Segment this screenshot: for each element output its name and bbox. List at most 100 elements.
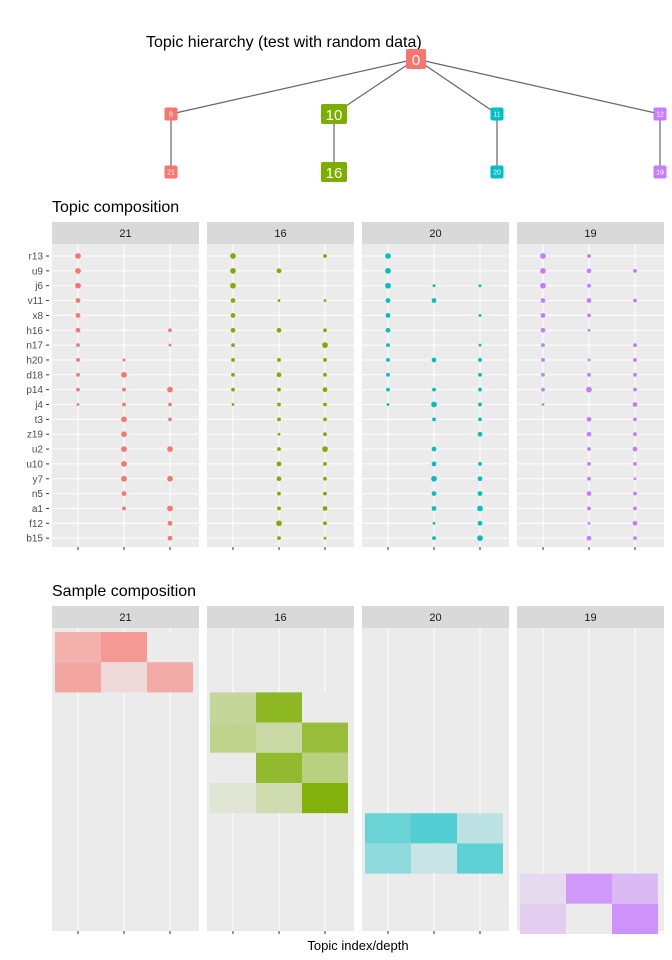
- word-tick-label: j6: [34, 281, 43, 292]
- composition-point: [432, 521, 436, 525]
- composition-point: [230, 313, 236, 318]
- panel-strip: [362, 606, 509, 628]
- sample-cell: [210, 752, 256, 783]
- composition-point: [386, 403, 390, 406]
- composition-point: [323, 476, 327, 481]
- word-tick-label: h16: [26, 326, 43, 337]
- composition-point: [633, 298, 637, 303]
- tree-title: Topic hierarchy (test with random data): [146, 34, 422, 51]
- word-tick-label: y7: [32, 474, 43, 485]
- composition-point: [231, 387, 235, 392]
- composition-point: [633, 343, 637, 347]
- sample-cell: [147, 632, 193, 663]
- composition-point: [121, 431, 127, 438]
- composition-point: [477, 520, 483, 526]
- composition-point: [431, 298, 437, 303]
- x-axis-label: Topic index/depth: [307, 938, 408, 953]
- composition-point: [541, 343, 545, 347]
- composition-point: [587, 328, 591, 332]
- composition-point: [586, 431, 592, 437]
- composition-point: [587, 283, 591, 288]
- composition-point: [478, 284, 482, 288]
- composition-point: [323, 254, 327, 258]
- sample-panel-16: 16: [207, 606, 354, 934]
- panel-background: [362, 244, 509, 547]
- composition-point: [587, 372, 591, 377]
- sample-cell: [210, 783, 256, 814]
- composition-point: [541, 403, 545, 406]
- sample-cell: [612, 873, 658, 904]
- composition-point: [277, 506, 281, 511]
- composition-point: [231, 343, 235, 347]
- composition-panel-19: 19: [517, 222, 664, 550]
- panel-background: [52, 244, 199, 547]
- composition-point: [633, 387, 637, 392]
- composition-point: [276, 476, 282, 482]
- composition-point: [277, 491, 281, 496]
- word-tick-label: u10: [26, 459, 43, 470]
- composition-point: [276, 461, 282, 467]
- composition-point: [277, 358, 281, 362]
- composition-point: [75, 282, 81, 289]
- word-tick-label: h20: [26, 355, 43, 366]
- composition-point: [478, 343, 482, 347]
- sample-cell: [520, 903, 566, 934]
- composition-point: [231, 372, 235, 377]
- composition-point: [277, 432, 281, 436]
- composition-point: [431, 475, 437, 482]
- tree-node-label: 11: [493, 112, 500, 119]
- composition-point: [633, 536, 637, 541]
- panel-strip: [517, 222, 664, 244]
- word-tick-label: j4: [34, 400, 43, 411]
- sample-cell: [147, 662, 193, 693]
- sample-cell: [101, 662, 147, 693]
- composition-point: [385, 313, 391, 318]
- composition-point: [477, 491, 483, 496]
- composition-point: [478, 402, 482, 407]
- composition-point: [75, 298, 81, 303]
- topic-composition-chart: 21 16 20 19 r13 u9 j6 v11 x8 h16 n17 h20 d18 p14 j4 t3 z…: [26, 222, 664, 550]
- tree-node-label: 16: [326, 165, 343, 182]
- composition-point: [541, 387, 545, 392]
- sample-cell: [302, 752, 348, 783]
- composition-point: [76, 372, 80, 377]
- composition-point: [323, 536, 327, 540]
- composition-point: [633, 358, 637, 362]
- composition-point: [76, 343, 80, 347]
- composition-point: [541, 372, 545, 377]
- tree-node-19: 19: [653, 165, 667, 179]
- composition-point: [122, 387, 126, 392]
- sample-cell: [365, 813, 411, 844]
- tree-node-20: 20: [490, 165, 504, 179]
- panel-strip: [52, 222, 199, 244]
- composition-point: [431, 357, 437, 363]
- composition-point: [168, 402, 172, 407]
- sample-cell: [457, 813, 503, 844]
- composition-point: [277, 387, 281, 392]
- composition-point: [586, 535, 592, 541]
- composition-point: [323, 521, 327, 526]
- composition-point: [167, 520, 173, 526]
- panel-strip: [207, 606, 354, 628]
- sample-cell: [101, 632, 147, 663]
- composition-point: [477, 505, 483, 512]
- tree-node-box: [321, 162, 347, 182]
- composition-point: [540, 298, 546, 303]
- composition-point: [385, 253, 391, 259]
- composition-point: [632, 402, 638, 407]
- composition-point: [322, 387, 328, 393]
- tree-node-box: [490, 107, 504, 121]
- composition-point: [540, 253, 546, 259]
- panel-strip-label: 16: [274, 612, 286, 624]
- sample-cell: [411, 813, 457, 844]
- tree-node-label: 19: [656, 170, 664, 177]
- composition-point: [385, 327, 391, 333]
- sample-cell: [302, 783, 348, 814]
- composition-point: [75, 253, 81, 259]
- word-tick-label: v11: [28, 296, 44, 307]
- word-tick-label: a1: [32, 504, 44, 515]
- composition-point: [431, 401, 437, 408]
- word-tick-label: d18: [26, 370, 43, 381]
- composition-point: [633, 417, 637, 422]
